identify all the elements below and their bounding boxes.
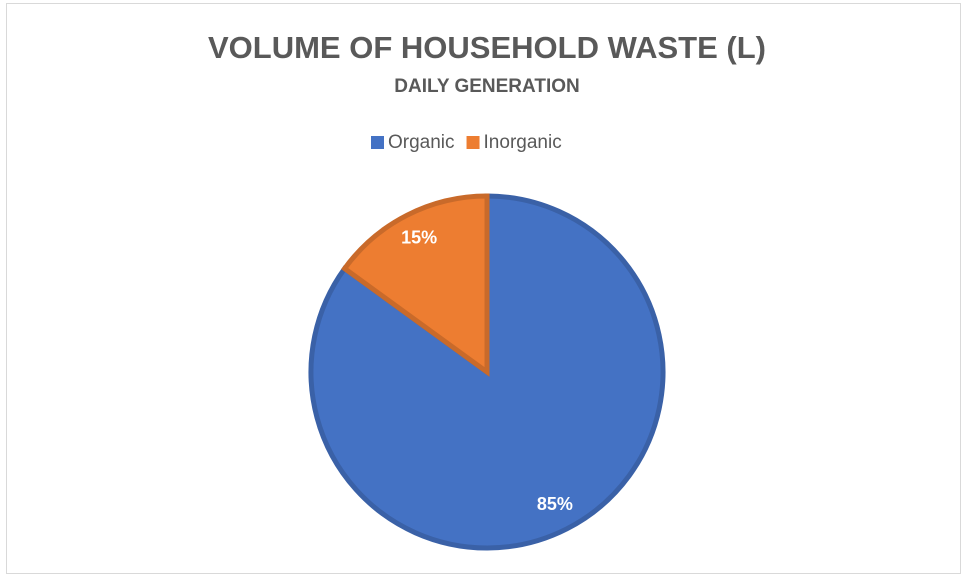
legend-swatch [371, 136, 384, 149]
legend: Organic Inorganic [371, 132, 562, 153]
chart-subtitle: DAILY GENERATION [394, 76, 579, 97]
pie-slice [308, 193, 666, 551]
legend-label: Inorganic [484, 132, 562, 153]
data-label: 15% [401, 227, 437, 247]
pie-slice [341, 193, 490, 377]
legend-swatch [466, 136, 480, 149]
data-label: 85% [537, 494, 573, 514]
chart-title: VOLUME OF HOUSEHOLD WASTE (L) [208, 30, 766, 65]
legend-label: Organic [388, 132, 455, 153]
